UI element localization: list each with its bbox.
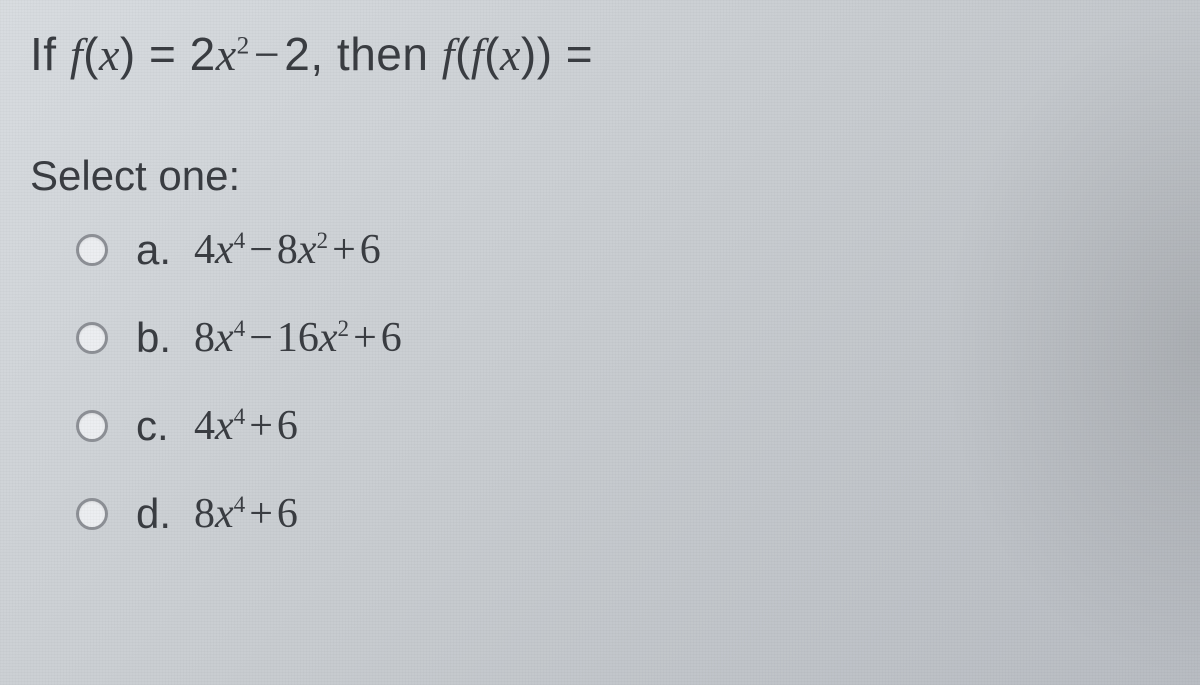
op1: + <box>245 491 277 537</box>
prompt-t1-exp: 2 <box>237 32 250 60</box>
t2-var: x <box>298 227 317 273</box>
prompt-x1: x <box>99 29 120 80</box>
question-area: If f(x) = 2x2−2, then f(f(x)) = Select o… <box>0 0 1200 538</box>
option-letter: a. <box>136 226 194 274</box>
op1: − <box>245 227 277 273</box>
option-c[interactable]: c. 4x4+6 <box>76 402 1170 450</box>
prompt-ff-open2: ( <box>484 28 500 80</box>
t1-var: x <box>215 403 234 449</box>
t3: 6 <box>381 315 402 361</box>
t2-coef: 8 <box>277 227 298 273</box>
op2: + <box>349 315 381 361</box>
op1: − <box>245 315 277 361</box>
t2-exp: 2 <box>338 315 350 341</box>
prompt-f1: f <box>70 29 83 80</box>
prompt-t1-var: x <box>216 29 237 80</box>
option-letter: b. <box>136 314 194 362</box>
radio-b[interactable] <box>76 322 108 354</box>
op1: + <box>245 403 277 449</box>
option-letter: d. <box>136 490 194 538</box>
radio-c[interactable] <box>76 410 108 442</box>
t1-coef: 8 <box>194 315 215 361</box>
t1-coef: 4 <box>194 403 215 449</box>
t3: 6 <box>277 403 298 449</box>
prompt-ff-close2: ) <box>521 28 537 80</box>
prompt-ff-x: x <box>500 29 521 80</box>
prompt-prefix: If <box>30 28 70 80</box>
option-math: 8x4+6 <box>194 490 298 538</box>
t1-exp: 4 <box>234 491 246 517</box>
t2-exp: 2 <box>317 227 329 253</box>
prompt-ff1: f <box>442 29 455 80</box>
t3: 6 <box>277 491 298 537</box>
prompt-ff-close1: ) <box>537 28 553 80</box>
radio-a[interactable] <box>76 234 108 266</box>
t1-var: x <box>215 491 234 537</box>
prompt-minus: − <box>250 29 284 80</box>
t1-var: x <box>215 227 234 273</box>
t1-exp: 4 <box>234 315 246 341</box>
prompt-ff-open1: ( <box>455 28 471 80</box>
prompt-t2: 2 <box>284 28 310 80</box>
option-a[interactable]: a. 4x4−8x2+6 <box>76 226 1170 274</box>
option-b[interactable]: b. 8x4−16x2+6 <box>76 314 1170 362</box>
t1-exp: 4 <box>234 403 246 429</box>
t1-coef: 8 <box>194 491 215 537</box>
t2-coef: 16 <box>277 315 319 361</box>
question-prompt: If f(x) = 2x2−2, then f(f(x)) = <box>30 28 1170 82</box>
option-letter: c. <box>136 402 194 450</box>
prompt-ff2: f <box>471 29 484 80</box>
option-d[interactable]: d. 8x4+6 <box>76 490 1170 538</box>
radio-d[interactable] <box>76 498 108 530</box>
t1-var: x <box>215 315 234 361</box>
prompt-open1: ( <box>83 28 99 80</box>
prompt-t1-coef: 2 <box>190 28 216 80</box>
prompt-eq1: = <box>136 28 190 80</box>
options-list: a. 4x4−8x2+6 b. 8x4−16x2+6 c. 4x4+6 d. 8… <box>30 226 1170 538</box>
select-one-label: Select one: <box>30 152 1170 200</box>
option-math: 4x4+6 <box>194 402 298 450</box>
op2: + <box>328 227 360 273</box>
option-math: 4x4−8x2+6 <box>194 226 381 274</box>
t3: 6 <box>360 227 381 273</box>
prompt-then: , then <box>310 28 441 80</box>
t1-exp: 4 <box>234 227 246 253</box>
t2-var: x <box>319 315 338 361</box>
option-math: 8x4−16x2+6 <box>194 314 402 362</box>
t1-coef: 4 <box>194 227 215 273</box>
prompt-eq2: = <box>553 28 594 80</box>
prompt-close1: ) <box>120 28 136 80</box>
